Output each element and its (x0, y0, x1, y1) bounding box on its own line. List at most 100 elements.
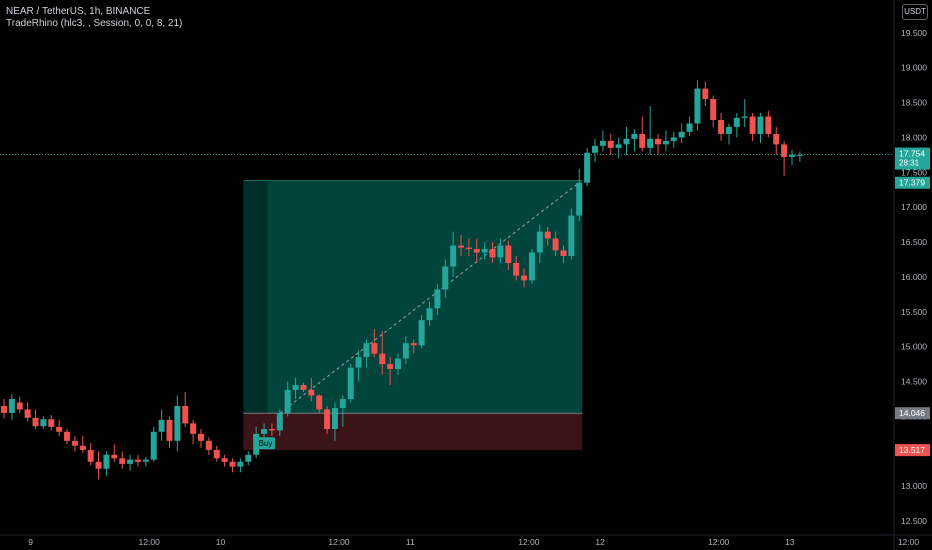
candle-body[interactable] (442, 266, 449, 290)
candle-body[interactable] (710, 99, 717, 120)
candle-body[interactable] (465, 247, 472, 250)
candle-body[interactable] (670, 137, 677, 141)
candle-body[interactable] (268, 428, 275, 431)
candle-body[interactable] (781, 144, 788, 157)
profit-zone[interactable] (243, 180, 583, 414)
candle-body[interactable] (576, 182, 583, 216)
candle-body[interactable] (119, 458, 126, 464)
candle-body[interactable] (198, 433, 204, 441)
candle-body[interactable] (686, 123, 693, 132)
candle-body[interactable] (544, 231, 551, 239)
candle-body[interactable] (316, 395, 323, 410)
candle-body[interactable] (568, 215, 575, 256)
candle-body[interactable] (71, 440, 78, 446)
candle-body[interactable] (111, 454, 118, 459)
candle-body[interactable] (190, 423, 197, 434)
candle-body[interactable] (300, 385, 307, 390)
candle-body[interactable] (221, 458, 228, 462)
candle-body[interactable] (536, 231, 543, 253)
candle-body[interactable] (607, 140, 614, 148)
candle-body[interactable] (584, 152, 591, 183)
candle-body[interactable] (40, 419, 47, 427)
candle-body[interactable] (489, 249, 496, 258)
candle-body[interactable] (552, 238, 559, 251)
candle-body[interactable] (1, 405, 7, 413)
candle-body[interactable] (521, 275, 528, 281)
candle-body[interactable] (64, 431, 71, 441)
candle-body[interactable] (174, 405, 181, 441)
candle-body[interactable] (324, 409, 331, 429)
candle-body[interactable] (694, 88, 701, 124)
candle-body[interactable] (505, 245, 512, 263)
candle-body[interactable] (205, 440, 212, 450)
candle-body[interactable] (749, 116, 756, 134)
candle-body[interactable] (473, 249, 480, 253)
candle-body[interactable] (237, 461, 244, 467)
candle-body[interactable] (284, 389, 291, 413)
candle-body[interactable] (662, 140, 669, 145)
candle-body[interactable] (331, 408, 338, 429)
candle-body[interactable] (481, 249, 488, 253)
candle-body[interactable] (702, 88, 709, 100)
candle-body[interactable] (599, 140, 606, 146)
candle-body[interactable] (639, 133, 646, 148)
candle-body[interactable] (725, 126, 732, 134)
candle-body[interactable] (615, 144, 622, 148)
candle-body[interactable] (127, 459, 134, 464)
candle-body[interactable] (24, 409, 31, 418)
candle-body[interactable] (765, 116, 772, 134)
candle-body[interactable] (434, 289, 441, 309)
candle-body[interactable] (355, 357, 362, 368)
candle-body[interactable] (213, 449, 220, 459)
candle-body[interactable] (773, 133, 780, 145)
candle-body[interactable] (623, 138, 630, 145)
candle-body[interactable] (678, 131, 685, 138)
candle-body[interactable] (56, 426, 63, 432)
buy-marker[interactable] (256, 437, 276, 450)
candle-body[interactable] (79, 445, 86, 450)
candle-body[interactable] (158, 419, 165, 432)
candle-body[interactable] (379, 353, 386, 365)
candle-body[interactable] (261, 428, 268, 434)
candle-body[interactable] (757, 116, 764, 134)
candle-body[interactable] (292, 385, 299, 390)
candle-body[interactable] (528, 252, 535, 281)
candle-body[interactable] (741, 116, 748, 118)
candle-body[interactable] (718, 119, 725, 134)
candle-body[interactable] (166, 419, 173, 441)
currency-button[interactable]: USDT (902, 4, 928, 20)
candle-body[interactable] (402, 343, 409, 359)
candle-body[interactable] (363, 343, 370, 358)
candle-body[interactable] (347, 367, 354, 399)
candle-body[interactable] (182, 405, 189, 424)
candle-body[interactable] (789, 154, 795, 157)
candle-body[interactable] (410, 343, 417, 346)
candle-body[interactable] (513, 262, 520, 276)
candle-body[interactable] (418, 320, 425, 346)
candle-body[interactable] (387, 364, 394, 369)
candle-body[interactable] (371, 343, 378, 354)
candle-body[interactable] (229, 461, 236, 467)
candle-body[interactable] (276, 412, 283, 431)
candle-body[interactable] (8, 398, 15, 413)
candle-body[interactable] (458, 245, 465, 248)
candle-body[interactable] (134, 459, 141, 462)
candle-body[interactable] (395, 358, 401, 369)
candle-body[interactable] (655, 138, 662, 145)
candle-body[interactable] (339, 398, 346, 409)
candle-body[interactable] (560, 250, 567, 256)
candle-body[interactable] (103, 454, 110, 469)
candle-body[interactable] (142, 459, 149, 462)
candle-body[interactable] (497, 245, 504, 258)
candle-body[interactable] (95, 461, 102, 469)
candle-body[interactable] (796, 154, 803, 156)
candle-body[interactable] (16, 402, 23, 410)
candle-body[interactable] (308, 389, 315, 396)
candle-body[interactable] (150, 431, 157, 460)
candle-body[interactable] (32, 417, 39, 427)
loss-zone[interactable] (243, 413, 583, 451)
candle-body[interactable] (48, 419, 55, 427)
candle-body[interactable] (450, 245, 457, 267)
candle-body[interactable] (426, 308, 433, 321)
